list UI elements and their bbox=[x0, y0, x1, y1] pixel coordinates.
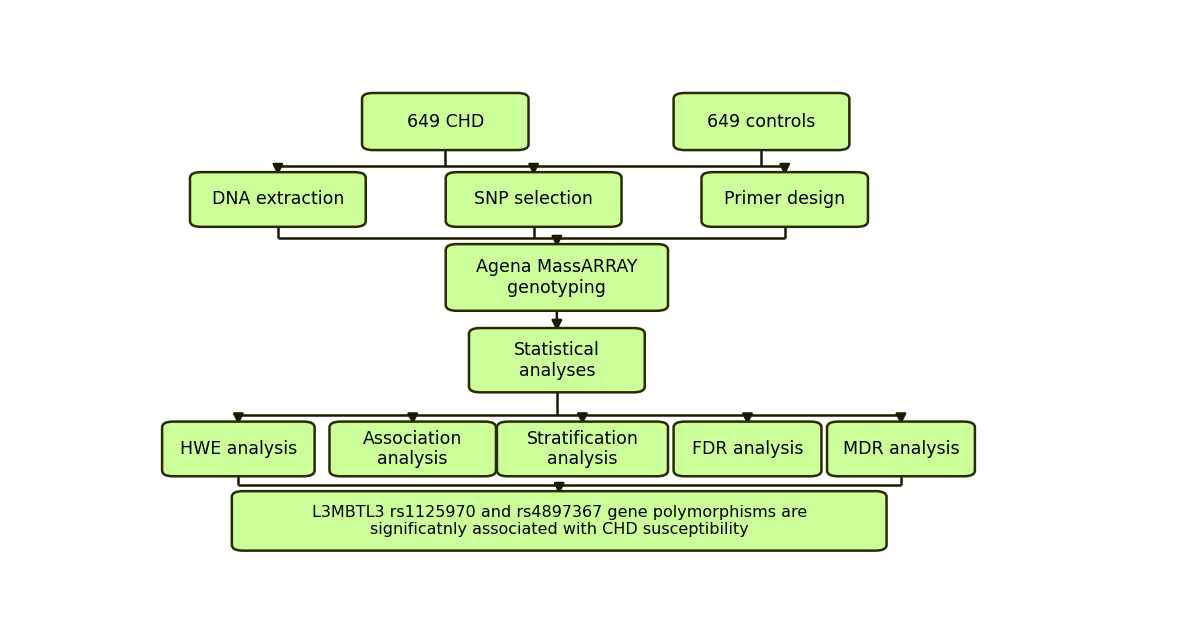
FancyBboxPatch shape bbox=[673, 422, 822, 476]
Text: Agena MassARRAY
genotyping: Agena MassARRAY genotyping bbox=[476, 258, 637, 297]
FancyBboxPatch shape bbox=[445, 244, 668, 311]
FancyBboxPatch shape bbox=[497, 422, 668, 476]
Text: MDR analysis: MDR analysis bbox=[842, 440, 959, 458]
Text: Statistical
analyses: Statistical analyses bbox=[514, 341, 600, 379]
Text: L3MBTL3 rs1125970 and rs4897367 gene polymorphisms are
significatnly associated : L3MBTL3 rs1125970 and rs4897367 gene pol… bbox=[312, 505, 806, 537]
FancyBboxPatch shape bbox=[362, 93, 528, 150]
FancyBboxPatch shape bbox=[469, 328, 644, 392]
FancyBboxPatch shape bbox=[702, 172, 868, 227]
FancyBboxPatch shape bbox=[673, 93, 850, 150]
Text: SNP selection: SNP selection bbox=[474, 191, 593, 209]
Text: Association
analysis: Association analysis bbox=[364, 429, 462, 468]
Text: FDR analysis: FDR analysis bbox=[691, 440, 803, 458]
FancyBboxPatch shape bbox=[162, 422, 314, 476]
Text: 649 controls: 649 controls bbox=[707, 113, 816, 131]
Text: DNA extraction: DNA extraction bbox=[211, 191, 344, 209]
FancyBboxPatch shape bbox=[232, 491, 887, 551]
Text: HWE analysis: HWE analysis bbox=[180, 440, 296, 458]
FancyBboxPatch shape bbox=[190, 172, 366, 227]
FancyBboxPatch shape bbox=[330, 422, 496, 476]
Text: Primer design: Primer design bbox=[724, 191, 845, 209]
FancyBboxPatch shape bbox=[827, 422, 974, 476]
Text: 649 CHD: 649 CHD bbox=[407, 113, 484, 131]
Text: Stratification
analysis: Stratification analysis bbox=[527, 429, 638, 468]
FancyBboxPatch shape bbox=[445, 172, 622, 227]
